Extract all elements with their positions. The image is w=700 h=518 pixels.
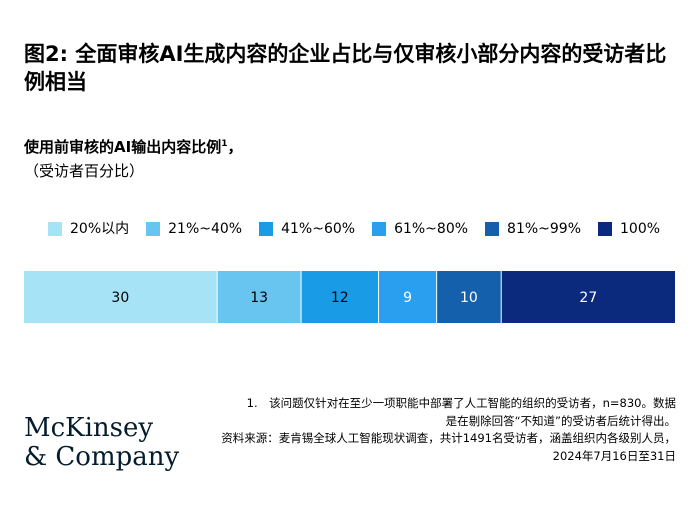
stacked-bar-chart: 30 13 12 9 10 27 — [24, 271, 675, 323]
legend-swatch — [485, 222, 500, 236]
footnote-marker: 1 — [221, 139, 228, 149]
bar-segment — [501, 271, 675, 323]
legend-item: 21%~40% — [146, 220, 242, 238]
legend-item: 20%以内 — [48, 220, 129, 238]
logo-line-1: McKinsey — [24, 413, 154, 443]
chart-unit-label: （受访者百分比） — [24, 162, 145, 180]
legend-label: 21%~40% — [168, 221, 243, 237]
subtitle-text: 使用前审核的AI输出内容比例 — [24, 138, 222, 156]
mckinsey-logo: McKinsey & Company — [24, 414, 179, 472]
legend-label: 100% — [620, 221, 661, 237]
legend-swatch — [598, 222, 612, 236]
bar-segment — [301, 271, 379, 323]
legend-label: 41%~60% — [281, 221, 356, 237]
subtitle-suffix: ， — [227, 138, 243, 156]
legend-label: 81%~99% — [507, 221, 581, 237]
bar-value-label: 27 — [579, 290, 597, 306]
chart-title: 图2: 全面审核AI生成内容的企业占比与仅审核小部分内容的受访者比例相当 — [24, 42, 667, 94]
legend-swatch — [48, 222, 62, 236]
legend-item: 81%~99% — [485, 220, 581, 238]
legend-swatch — [146, 222, 161, 236]
bar-segment — [217, 271, 301, 323]
legend-label: 20%以内 — [70, 221, 130, 237]
bar-value-label: 10 — [460, 290, 478, 306]
legend-swatch — [259, 222, 274, 236]
bar-value-label: 9 — [403, 290, 412, 306]
legend-item: 100% — [598, 220, 660, 238]
logo-line-2: & Company — [24, 442, 180, 472]
bar-value-label: 12 — [331, 290, 349, 306]
source-note: 资料来源：麦肯锡全球人工智能现状调查，共计1491名受访者，涵盖组织内各级别人员… — [221, 431, 676, 463]
bar-segment — [437, 271, 501, 323]
legend-item: 41%~60% — [259, 220, 355, 238]
chart-subtitle: 使用前审核的AI输出内容比例1， — [24, 134, 242, 157]
bar-segment — [24, 271, 217, 323]
chart-legend: 20%以内 21%~40% 41%~60% 61%~80% 81%~99% 100% — [48, 220, 660, 238]
bar-value-label: 30 — [111, 290, 129, 306]
legend-label: 61%~80% — [394, 221, 469, 237]
legend-item: 61%~80% — [372, 220, 468, 238]
bar-value-label: 13 — [250, 290, 268, 306]
bar-segment — [379, 271, 437, 323]
footnote: 1. 该问题仅针对在至少一项职能中部署了人工智能的组织的受访者，n=830。数据… — [246, 396, 676, 428]
legend-swatch — [372, 222, 387, 236]
